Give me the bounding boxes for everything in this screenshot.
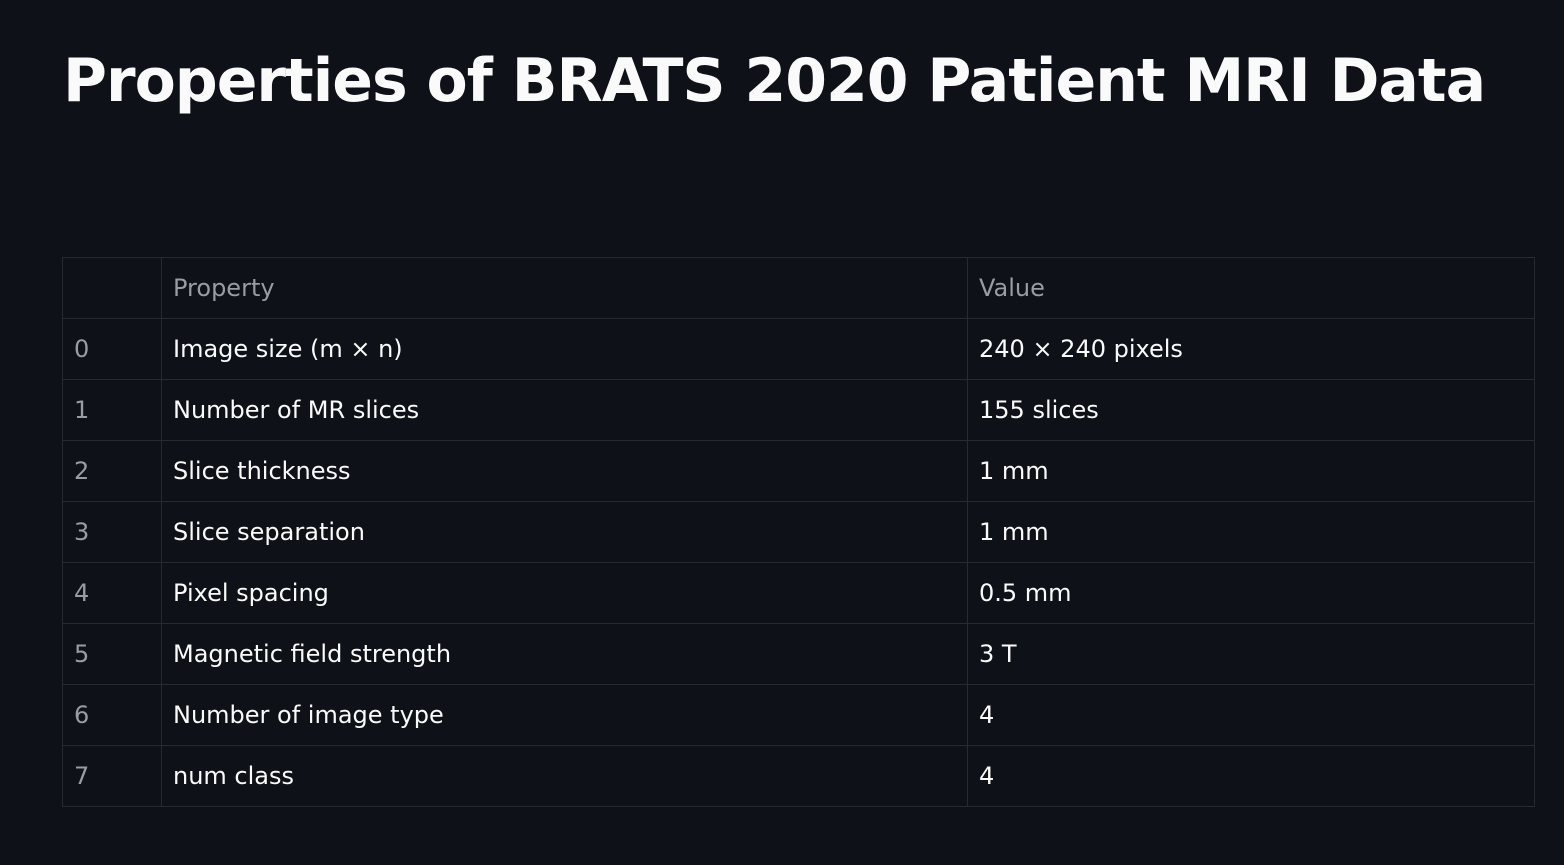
column-header-property[interactable]: Property — [161, 257, 968, 319]
table-row: 1 Number of MR slices 155 slices — [62, 379, 1535, 441]
page-title: Properties of BRATS 2020 Patient MRI Dat… — [63, 46, 1486, 116]
row-index-cell[interactable]: 0 — [62, 318, 162, 380]
property-cell[interactable]: Slice separation — [161, 501, 968, 563]
row-index-cell[interactable]: 7 — [62, 745, 162, 807]
row-index-cell[interactable]: 4 — [62, 562, 162, 624]
row-index-cell[interactable]: 1 — [62, 379, 162, 441]
row-index-cell[interactable]: 5 — [62, 623, 162, 685]
property-cell[interactable]: Pixel spacing — [161, 562, 968, 624]
value-cell[interactable]: 3 T — [967, 623, 1535, 685]
row-index-cell[interactable]: 3 — [62, 501, 162, 563]
value-cell[interactable]: 155 slices — [967, 379, 1535, 441]
properties-table: Property Value 0 Image size (m × n) 240 … — [62, 257, 1535, 807]
table-row: 2 Slice thickness 1 mm — [62, 440, 1535, 502]
column-header-index[interactable] — [62, 257, 162, 319]
table-header-row: Property Value — [62, 257, 1535, 319]
property-cell[interactable]: Slice thickness — [161, 440, 968, 502]
table-row: 4 Pixel spacing 0.5 mm — [62, 562, 1535, 624]
table-row: 7 num class 4 — [62, 745, 1535, 807]
row-index-cell[interactable]: 6 — [62, 684, 162, 746]
value-cell[interactable]: 1 mm — [967, 440, 1535, 502]
table-row: 6 Number of image type 4 — [62, 684, 1535, 746]
value-cell[interactable]: 4 — [967, 684, 1535, 746]
column-header-value[interactable]: Value — [967, 257, 1535, 319]
value-cell[interactable]: 240 × 240 pixels — [967, 318, 1535, 380]
property-cell[interactable]: Magnetic field strength — [161, 623, 968, 685]
property-cell[interactable]: Number of MR slices — [161, 379, 968, 441]
value-cell[interactable]: 1 mm — [967, 501, 1535, 563]
property-cell[interactable]: Number of image type — [161, 684, 968, 746]
table-row: 0 Image size (m × n) 240 × 240 pixels — [62, 318, 1535, 380]
table-row: 3 Slice separation 1 mm — [62, 501, 1535, 563]
row-index-cell[interactable]: 2 — [62, 440, 162, 502]
value-cell[interactable]: 0.5 mm — [967, 562, 1535, 624]
table-row: 5 Magnetic field strength 3 T — [62, 623, 1535, 685]
value-cell[interactable]: 4 — [967, 745, 1535, 807]
property-cell[interactable]: Image size (m × n) — [161, 318, 968, 380]
property-cell[interactable]: num class — [161, 745, 968, 807]
